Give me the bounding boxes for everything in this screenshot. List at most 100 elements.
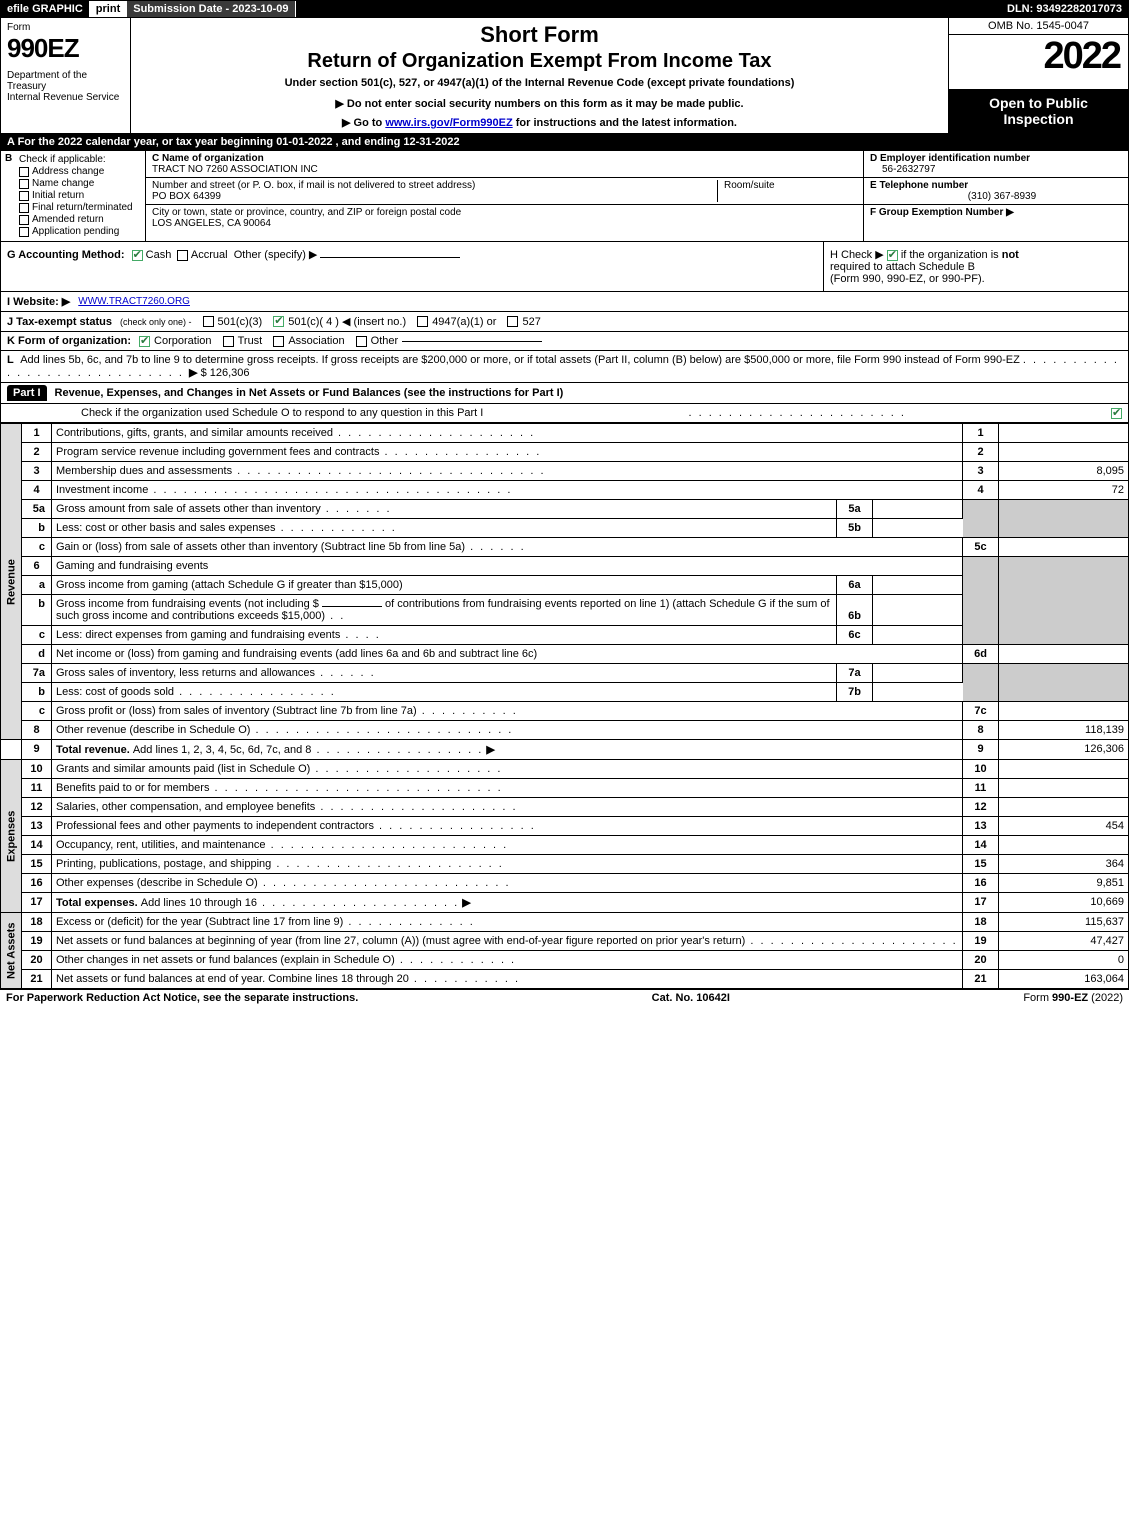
line9-amount: 126,306 xyxy=(999,740,1129,760)
ein-value: 56-2632797 xyxy=(882,164,1122,175)
other-org-input[interactable] xyxy=(402,341,542,342)
chk-501c3[interactable] xyxy=(203,316,214,327)
org-street: PO BOX 64399 xyxy=(152,191,221,202)
line5b-val xyxy=(873,519,963,538)
chk-accrual[interactable] xyxy=(177,250,188,261)
line11-amount xyxy=(999,779,1129,798)
efile-label: efile GRAPHIC xyxy=(1,1,90,17)
donot-note: ▶ Do not enter social security numbers o… xyxy=(137,97,942,110)
section-k: K Form of organization: Corporation Trus… xyxy=(0,332,1129,351)
line6d-amount xyxy=(999,645,1129,664)
section-j: J Tax-exempt status (check only one) - 5… xyxy=(0,312,1129,332)
dln-label: DLN: 93492282017073 xyxy=(1001,1,1128,17)
chk-initial-return[interactable] xyxy=(19,191,29,201)
line12-amount xyxy=(999,798,1129,817)
line5a-val xyxy=(873,500,963,519)
room-label: Room/suite xyxy=(717,180,857,202)
tax-year: 2022 xyxy=(949,35,1128,78)
form-header: Form 990EZ Department of the Treasury In… xyxy=(0,18,1129,134)
top-bar: efile GRAPHIC print Submission Date - 20… xyxy=(0,0,1129,18)
cat-no: Cat. No. 10642I xyxy=(652,992,730,1004)
part1-checkline: Check if the organization used Schedule … xyxy=(0,404,1129,423)
chk-final-return[interactable] xyxy=(19,203,29,213)
revenue-label: Revenue xyxy=(1,424,22,740)
website-link[interactable]: WWW.TRACT7260.ORG xyxy=(78,296,190,307)
org-name: TRACT NO 7260 ASSOCIATION INC xyxy=(152,164,318,175)
c-name-label: C Name of organization xyxy=(152,153,264,164)
line21-amount: 163,064 xyxy=(999,970,1129,989)
chk-schedule-o[interactable] xyxy=(1111,408,1122,419)
chk-trust[interactable] xyxy=(223,336,234,347)
line6c-val xyxy=(873,626,963,645)
b-title: Check if applicable: xyxy=(19,154,139,165)
line6b-val xyxy=(873,595,963,626)
chk-501c[interactable] xyxy=(273,316,284,327)
chk-application-pending[interactable] xyxy=(19,227,29,237)
section-gh: G Accounting Method: Cash Accrual Other … xyxy=(0,242,1129,292)
gross-receipts: $ 126,306 xyxy=(201,367,250,379)
line3-amount: 8,095 xyxy=(999,462,1129,481)
c-street-label: Number and street (or P. O. box, if mail… xyxy=(152,180,475,191)
submission-date: Submission Date - 2023-10-09 xyxy=(127,1,295,17)
form-label: Form xyxy=(7,22,124,33)
line19-amount: 47,427 xyxy=(999,932,1129,951)
line6a-val xyxy=(873,576,963,595)
chk-other-org[interactable] xyxy=(356,336,367,347)
section-l: L Add lines 5b, 6c, and 7b to line 9 to … xyxy=(0,351,1129,383)
dept-label: Department of the Treasury Internal Reve… xyxy=(7,70,124,103)
tel-value: (310) 367-8939 xyxy=(882,191,1122,202)
line16-amount: 9,851 xyxy=(999,874,1129,893)
line7a-val xyxy=(873,664,963,683)
chk-cash[interactable] xyxy=(132,250,143,261)
line1-amount xyxy=(999,424,1129,443)
short-form-title: Short Form xyxy=(137,22,942,48)
line7c-amount xyxy=(999,702,1129,721)
chk-4947[interactable] xyxy=(417,316,428,327)
print-button[interactable]: print xyxy=(90,1,127,17)
part1-header: Part I Revenue, Expenses, and Changes in… xyxy=(0,383,1129,404)
chk-amended-return[interactable] xyxy=(19,215,29,225)
org-city: LOS ANGELES, CA 90064 xyxy=(152,218,271,229)
section-i: I Website: ▶ WWW.TRACT7260.ORG xyxy=(0,292,1129,312)
paperwork-notice: For Paperwork Reduction Act Notice, see … xyxy=(6,992,358,1004)
netassets-label: Net Assets xyxy=(1,913,22,989)
6b-blank[interactable] xyxy=(322,606,382,607)
under-section: Under section 501(c), 527, or 4947(a)(1)… xyxy=(137,77,942,89)
form-number: 990EZ xyxy=(7,33,124,64)
line8-amount: 118,139 xyxy=(999,721,1129,740)
irs-link[interactable]: www.irs.gov/Form990EZ xyxy=(385,117,512,129)
section-a: A For the 2022 calendar year, or tax yea… xyxy=(0,134,1129,151)
chk-association[interactable] xyxy=(273,336,284,347)
open-inspection: Open to Public Inspection xyxy=(949,89,1128,133)
e-tel-label: E Telephone number xyxy=(870,180,968,191)
revenue-table: Revenue 1 Contributions, gifts, grants, … xyxy=(0,423,1129,989)
line18-amount: 115,637 xyxy=(999,913,1129,932)
line5c-amount xyxy=(999,538,1129,557)
chk-schedule-b[interactable] xyxy=(887,250,898,261)
c-city-label: City or town, state or province, country… xyxy=(152,207,461,218)
line15-amount: 364 xyxy=(999,855,1129,874)
omb-number: OMB No. 1545-0047 xyxy=(949,18,1128,35)
line10-amount xyxy=(999,760,1129,779)
goto-note: ▶ Go to www.irs.gov/Form990EZ for instru… xyxy=(137,116,942,129)
return-title: Return of Organization Exempt From Incom… xyxy=(137,50,942,73)
expenses-label: Expenses xyxy=(1,760,22,913)
line7b-val xyxy=(873,683,963,702)
footer: For Paperwork Reduction Act Notice, see … xyxy=(0,989,1129,1006)
f-group-label: F Group Exemption Number ▶ xyxy=(870,207,1014,218)
line13-amount: 454 xyxy=(999,817,1129,836)
line14-amount xyxy=(999,836,1129,855)
line2-amount xyxy=(999,443,1129,462)
section-bcd: B Check if applicable: Address change Na… xyxy=(0,151,1129,242)
g-label: G Accounting Method: xyxy=(7,249,125,261)
line20-amount: 0 xyxy=(999,951,1129,970)
chk-name-change[interactable] xyxy=(19,179,29,189)
line17-amount: 10,669 xyxy=(999,893,1129,913)
line4-amount: 72 xyxy=(999,481,1129,500)
other-specify-input[interactable] xyxy=(320,257,460,258)
d-ein-label: D Employer identification number xyxy=(870,153,1030,164)
chk-corporation[interactable] xyxy=(139,336,150,347)
form-ref: Form 990-EZ (2022) xyxy=(1023,992,1123,1004)
chk-address-change[interactable] xyxy=(19,167,29,177)
chk-527[interactable] xyxy=(507,316,518,327)
